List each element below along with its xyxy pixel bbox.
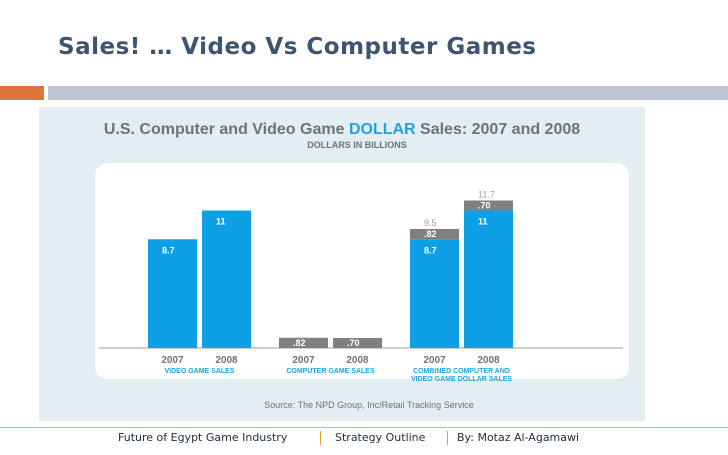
data-label: .82 [293,338,306,348]
chart-title-highlight: DOLLAR [349,121,416,138]
chart-title-prefix: U.S. Computer and Video Game [104,121,349,138]
chart-title: U.S. Computer and Video Game DOLLAR Sale… [104,121,580,138]
footer-section-name: Strategy Outline [335,431,426,444]
data-label: .70 [478,201,491,211]
footer-presentation-title: Future of Egypt Game Industry [118,431,288,444]
title-accent-bar-orange [0,86,44,100]
bar-segment [464,210,513,348]
data-label: 11 [216,217,226,227]
data-label: 8.7 [162,245,175,255]
total-label: 11.7 [478,190,495,200]
group-label: VIDEO GAME DOLLAR SALES [411,376,512,383]
bar-segment [410,229,459,240]
tick-label: 2007 [292,355,315,366]
bar-segment [279,337,328,348]
chart-title-suffix: Sales: 2007 and 2008 [416,121,581,138]
bar-segment [464,200,513,211]
tick-label: 2007 [423,355,446,366]
group-label: COMPUTER GAME SALES [286,368,375,375]
chart-image: U.S. Computer and Video Game DOLLAR Sale… [39,107,645,421]
title-accent-bar-gray [48,86,728,100]
tick-label: 2008 [477,355,500,366]
data-label: .70 [347,338,360,348]
footer-author: By: Motaz Al-Agamawi [457,431,580,444]
tick-label: 2008 [215,355,238,366]
group-label: COMBINED COMPUTER AND [413,368,510,375]
tick-label: 2007 [161,355,184,366]
bar-segment [202,210,251,348]
bar-segment [148,239,197,348]
data-label: 11 [478,217,488,227]
chart-marks: 8.7 2007 11 2008 VIDEO GAME SALES .82 2007 .70 2… [148,190,513,383]
footer-separator [447,431,448,445]
tick-label: 2008 [346,355,369,366]
footer-divider [0,427,728,428]
chart-subtitle: DOLLARS IN BILLIONS [307,140,407,150]
group-label: VIDEO GAME SALES [164,368,234,375]
data-label: .82 [424,229,437,239]
slide-title: Sales! … Video Vs Computer Games [58,34,537,60]
total-label: 9.5 [424,218,437,228]
bar-segment [410,239,459,348]
footer-separator [320,431,321,445]
bar-segment [333,338,382,348]
data-label: 8.7 [424,245,437,255]
bar-chart: U.S. Computer and Video Game DOLLAR Sale… [95,121,629,410]
chart-source: Source: The NPD Group, Inc/Retail Tracki… [264,400,473,410]
footer: Future of Egypt Game Industry Strategy O… [0,427,728,455]
